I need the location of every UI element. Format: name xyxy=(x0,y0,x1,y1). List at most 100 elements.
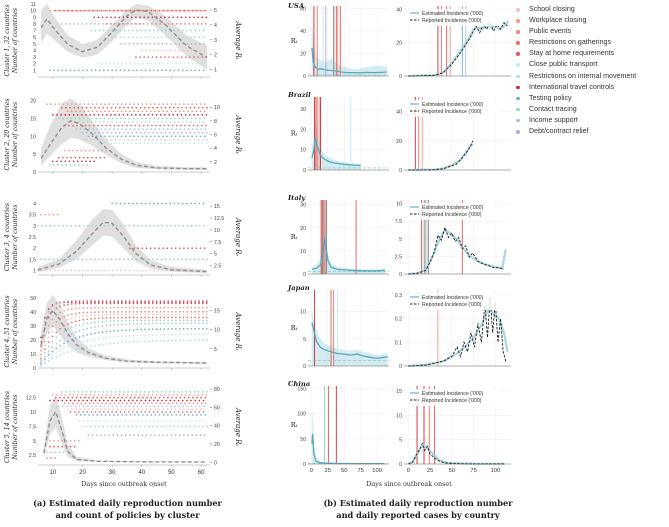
policy-dot xyxy=(86,322,89,325)
policy-dot xyxy=(150,128,153,130)
policy-dot xyxy=(79,408,81,411)
policy-dot xyxy=(165,121,167,123)
policy-dot xyxy=(186,333,189,336)
policy-dot xyxy=(174,269,176,272)
legend-swatch xyxy=(516,130,520,134)
y2-tick-label: 7.5 xyxy=(214,240,221,246)
policy-dot xyxy=(102,121,105,123)
policy-dot xyxy=(72,160,75,163)
policy-dot xyxy=(107,399,109,402)
policy-dot xyxy=(62,103,65,105)
policy-dot xyxy=(109,306,112,309)
policy-dot xyxy=(47,316,50,319)
policy-dot xyxy=(105,142,108,145)
y-tick-label: 1 xyxy=(33,269,36,275)
policy-dot xyxy=(172,391,175,393)
policy-dot xyxy=(70,299,73,302)
policy-dot xyxy=(153,434,156,436)
policy-dot xyxy=(161,9,163,12)
policy-dot xyxy=(114,391,117,393)
policy-dot xyxy=(74,301,77,303)
policy-dot xyxy=(108,62,111,65)
policy-dot xyxy=(121,299,123,302)
policy-dot xyxy=(165,224,168,227)
policy-dot xyxy=(132,411,134,413)
policy-dot xyxy=(101,402,103,405)
policy-dot xyxy=(151,56,154,58)
policy-dot xyxy=(51,305,54,308)
policy-dot xyxy=(66,224,68,227)
policy-dot xyxy=(105,114,108,116)
policy-dot xyxy=(197,391,200,393)
policy-dot xyxy=(135,139,138,141)
policy-dot xyxy=(175,9,178,12)
policy-dot xyxy=(148,131,150,134)
policy-dot xyxy=(101,331,104,334)
policy-dot xyxy=(82,419,85,422)
policy-dot xyxy=(148,340,150,343)
policy-dot xyxy=(191,9,194,12)
policy-dot xyxy=(153,419,156,422)
policy-dot xyxy=(151,306,154,309)
policy-dot xyxy=(128,323,131,325)
policy-dot xyxy=(184,142,187,145)
policy-dot xyxy=(77,258,80,261)
policy-dot xyxy=(140,301,143,303)
policy-dot xyxy=(200,62,202,65)
policy-dot xyxy=(75,414,78,416)
policy-dot xyxy=(78,336,81,338)
policy-dot xyxy=(129,62,132,65)
policy-dot xyxy=(178,313,181,316)
policy-dot xyxy=(203,408,206,411)
policy-dot xyxy=(89,391,92,393)
policy-dot xyxy=(197,16,199,19)
policy-dot xyxy=(124,316,127,319)
policy-dot xyxy=(70,326,73,329)
policy-dot xyxy=(106,391,109,393)
policy-dot xyxy=(159,23,162,25)
policy-dot xyxy=(90,69,93,72)
policy-dot xyxy=(145,103,148,105)
policy-dot xyxy=(183,103,185,105)
policy-dot xyxy=(70,224,73,227)
policy-dot xyxy=(166,247,169,250)
policy-dot xyxy=(70,349,73,352)
x-tick-label: 30 xyxy=(109,470,116,476)
policy-dot xyxy=(53,224,56,227)
policy-dot xyxy=(120,42,122,45)
policy-dot xyxy=(97,320,100,323)
y-tick-label: 20 xyxy=(300,127,306,133)
policy-dot xyxy=(190,339,193,342)
policy-dot xyxy=(113,9,115,12)
policy-dot xyxy=(178,247,181,250)
policy-dot xyxy=(94,121,97,123)
legend-label: School closing xyxy=(529,5,575,13)
policy-dot xyxy=(187,135,189,138)
policy-dot xyxy=(55,336,58,339)
policy-dot xyxy=(133,128,136,130)
y-tick-label: 5 xyxy=(399,237,402,243)
policy-dot xyxy=(202,310,204,313)
policy-dot xyxy=(159,333,162,336)
policy-dot xyxy=(82,117,85,120)
policy-dot xyxy=(139,114,141,116)
policy-dot xyxy=(92,128,95,130)
policy-dot xyxy=(162,103,164,105)
policy-dot xyxy=(156,202,159,205)
policy-dot xyxy=(109,342,112,345)
policy-dot xyxy=(187,396,190,399)
y-tick-label: 20 xyxy=(396,139,402,145)
policy-dot xyxy=(172,393,175,396)
policy-dot xyxy=(104,408,106,411)
y-tick-label: 50 xyxy=(300,437,306,443)
policy-dot xyxy=(88,414,90,416)
policy-dot xyxy=(49,269,52,272)
policy-dot xyxy=(128,419,131,422)
policy-dot xyxy=(143,56,146,58)
policy-dot xyxy=(162,414,165,416)
policy-dot xyxy=(171,306,173,309)
policy-dot xyxy=(78,302,81,305)
policy-dot xyxy=(148,391,150,393)
policy-dot xyxy=(73,258,76,261)
policy-dot xyxy=(99,117,102,120)
